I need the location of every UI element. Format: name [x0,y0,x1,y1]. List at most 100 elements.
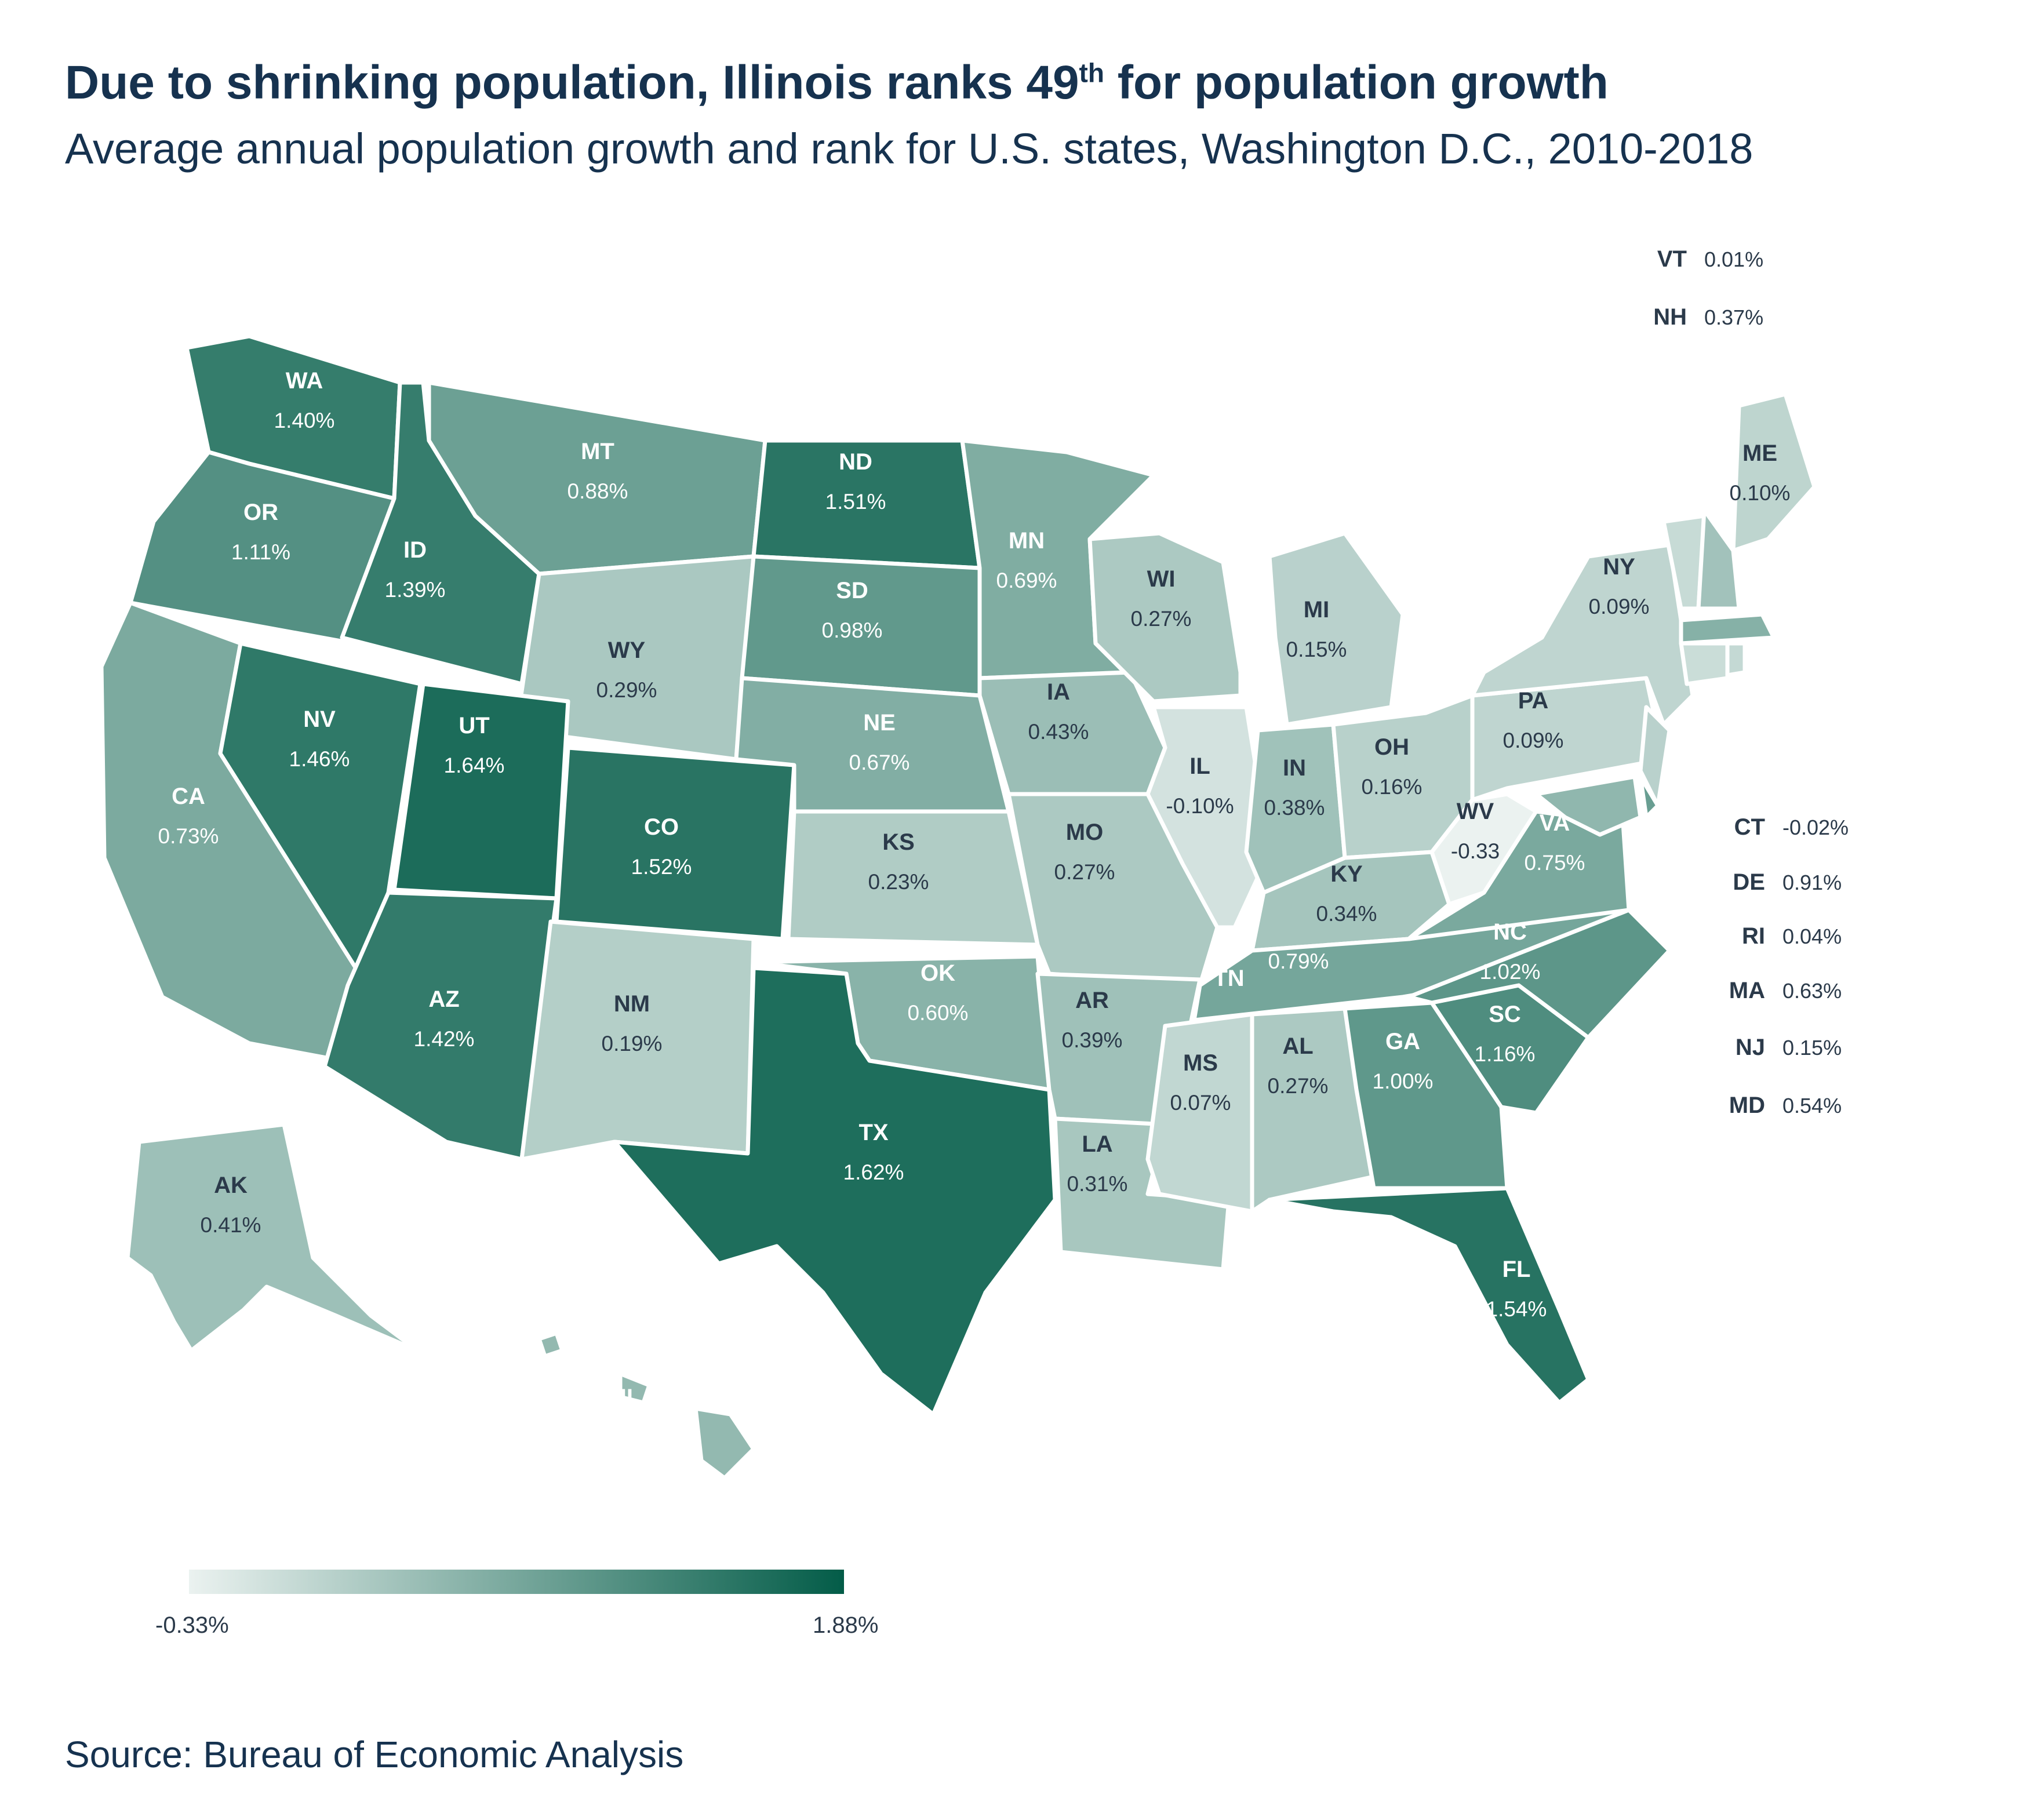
state-al [1250,1006,1376,1214]
state-value-fl: 1.54% [1486,1297,1547,1321]
state-value-nv: 1.46% [289,747,350,771]
state-code-ut: UT [459,713,489,738]
state-fl [1267,1186,1591,1405]
side-code-nj: NJ [1736,1035,1765,1060]
state-value-tx: 1.62% [843,1160,904,1184]
state-value-nd: 1.51% [825,490,886,514]
state-mi [1267,531,1405,727]
state-value-in: 0.38% [1264,796,1325,820]
state-ma [1679,612,1776,646]
state-code-ia: IA [1047,679,1070,705]
state-value-ks: 0.23% [868,870,929,894]
state-code-me: ME [1742,441,1777,466]
state-value-sd: 0.98% [822,618,883,642]
state-code-pa: PA [1518,688,1549,714]
side-value-nh: 0.37% [1704,305,1763,329]
state-value-ok: 0.60% [908,1001,969,1025]
state-code-nd: ND [839,449,872,475]
legend-max-label: 1.88% [813,1612,879,1638]
state-value-or: 1.11% [231,540,290,564]
state-code-ms: MS [1183,1050,1218,1076]
state-value-al: 0.27% [1268,1074,1329,1098]
state-value-wv: -0.33 [1451,839,1500,863]
state-value-ak: 0.41% [201,1213,261,1237]
state-code-ga: GA [1385,1029,1420,1054]
state-value-wi: 0.27% [1131,607,1192,631]
state-value-oh: 0.16% [1362,775,1423,799]
state-value-wa: 1.40% [274,409,335,432]
state-value-tn: 0.79% [1268,949,1329,973]
state-code-il: IL [1189,754,1210,779]
state-code-nv: NV [303,707,336,732]
state-nh [1696,508,1741,611]
state-value-mn: 0.69% [996,569,1057,592]
state-value-ne: 0.67% [849,751,910,774]
state-code-co: CO [644,814,679,840]
state-or [128,450,396,646]
state-code-sd: SD [836,578,868,603]
state-value-ca: 0.73% [158,824,219,848]
state-code-la: LA [1082,1131,1112,1157]
state-code-wy: WY [608,638,646,663]
state-code-wv: WV [1457,799,1494,824]
side-code-ct: CT [1734,814,1765,840]
color-scale-bar [189,1570,844,1594]
state-value-nc: 1.02% [1480,960,1541,984]
state-ak [125,1122,420,1353]
state-code-nc: NC [1493,919,1527,945]
state-tx [612,966,1057,1417]
state-value-mo: 0.27% [1054,860,1115,884]
state-code-az: AZ [428,987,459,1012]
side-value-nj: 0.15% [1782,1036,1842,1060]
legend-min-label: -0.33% [155,1612,229,1638]
state-code-mi: MI [1304,597,1329,623]
state-code-ak: AK [214,1173,248,1198]
state-value-mi: 0.15% [1286,638,1347,661]
state-value-co: 1.52% [631,855,692,879]
state-code-mn: MN [1009,528,1045,554]
state-hi [537,1331,756,1480]
state-code-ar: AR [1075,988,1109,1013]
state-code-fl: FL [1503,1257,1531,1282]
state-code-tx: TX [858,1120,888,1145]
state-value-il: -0.10% [1166,794,1234,818]
state-value-ms: 0.07% [1170,1091,1231,1115]
state-code-in: IN [1283,755,1306,781]
state-code-ok: OK [921,960,955,986]
state-code-sc: SC [1489,1002,1521,1027]
state-value-hi: 0.51% [591,1425,652,1449]
state-value-az: 1.42% [414,1027,475,1051]
state-value-ia: 0.43% [1028,720,1089,744]
side-code-ri: RI [1742,923,1765,949]
state-md [1534,774,1643,837]
state-code-ny: NY [1603,554,1635,580]
side-code-ma: MA [1729,978,1765,1003]
state-value-mt: 0.88% [567,479,628,503]
side-value-ct: -0.02% [1782,816,1849,839]
state-nj [1638,705,1672,808]
state-value-me: 0.10% [1730,481,1791,505]
side-code-vt: VT [1657,246,1687,272]
side-value-md: 0.54% [1782,1094,1842,1118]
state-value-sc: 1.16% [1475,1042,1536,1066]
state-co [554,745,796,941]
state-code-ne: NE [863,710,896,736]
chart-title: Due to shrinking population, Illinois ra… [65,56,1609,109]
side-code-nh: NH [1653,304,1687,330]
state-code-va: VA [1540,810,1570,836]
state-wi [1087,531,1243,704]
state-value-la: 0.31% [1067,1172,1128,1196]
state-value-id: 1.39% [385,578,446,602]
side-value-vt: 0.01% [1704,247,1763,271]
state-code-al: AL [1282,1033,1313,1059]
state-me [1731,392,1817,553]
state-code-wi: WI [1147,566,1176,592]
side-value-ma: 0.63% [1782,979,1842,1003]
state-ms [1145,1012,1254,1214]
state-value-va: 0.75% [1525,851,1585,875]
state-value-wy: 0.29% [596,678,657,702]
state-code-mt: MT [581,439,614,464]
state-code-id: ID [403,537,427,563]
state-value-ut: 1.64% [444,754,505,777]
